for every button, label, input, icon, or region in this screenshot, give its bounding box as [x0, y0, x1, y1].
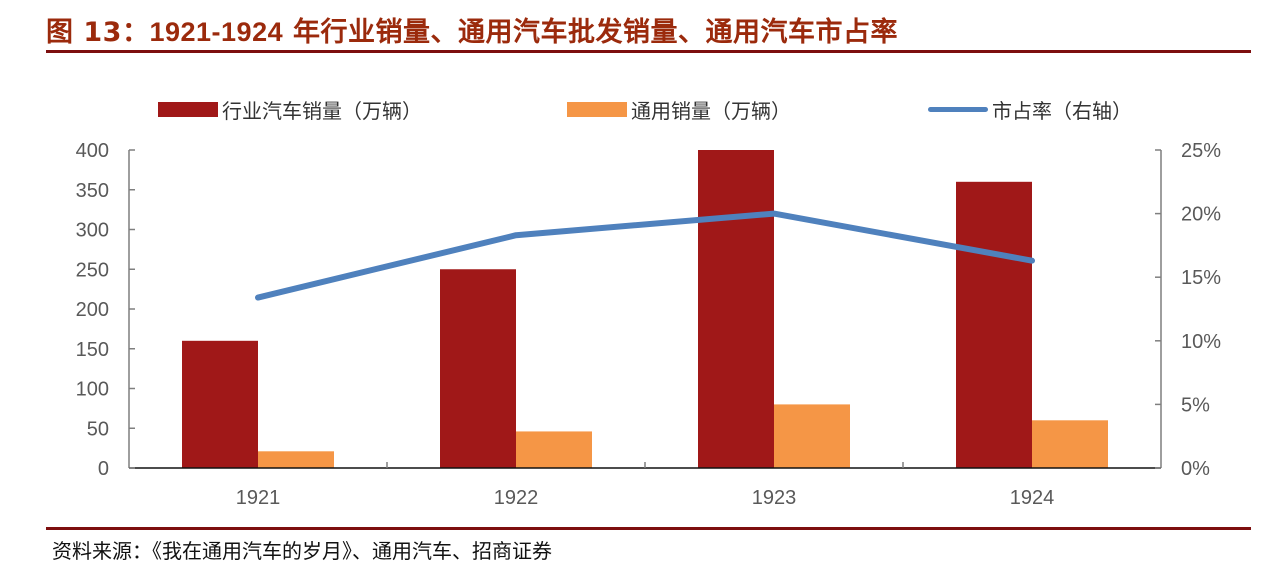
legend-swatch-gm	[567, 101, 627, 117]
legend-label-share: 市占率（右轴）	[992, 98, 1132, 123]
source-note: 资料来源：《我在通用汽车的岁月》、通用汽车、招商证券	[52, 539, 552, 563]
title-years: 1921-1924	[149, 17, 284, 47]
legend-item-share: 市占率（右轴）	[928, 95, 1132, 123]
x-axis-label: 1924	[1010, 487, 1055, 509]
legend-label-gm: 通用销量（万辆）	[631, 98, 791, 123]
industry-sales-bar	[440, 269, 516, 468]
right-axis-label: 20%	[1181, 204, 1221, 226]
legend-line-share	[928, 106, 988, 112]
left-axis-label: 400	[76, 140, 109, 162]
left-axis-label: 150	[76, 339, 109, 361]
figure-title: 图 13：1921-1924 年行业销量、通用汽车批发销量、通用汽车市占率	[46, 10, 898, 49]
industry-sales-bar	[182, 340, 258, 468]
footer-divider	[46, 527, 1251, 530]
x-axis-label: 1921	[236, 487, 281, 509]
legend-item-gm: 通用销量（万辆）	[567, 95, 791, 123]
left-axis-label: 100	[76, 379, 109, 401]
gm-sales-bar	[1032, 420, 1108, 468]
left-axis-ticks: 0 50 100 150 200 250 300 350 400	[76, 140, 135, 480]
right-axis-ticks: 0% 5% 10% 15% 20% 25%	[1155, 140, 1221, 480]
bar-group	[182, 150, 1108, 469]
gm-sales-bar	[516, 431, 592, 468]
left-axis-label: 50	[87, 418, 109, 440]
figure-label: 图 13：	[46, 17, 150, 48]
right-axis-label: 5%	[1181, 394, 1210, 416]
gm-sales-bar	[258, 451, 334, 468]
left-axis-label: 350	[76, 180, 109, 202]
legend-label-industry: 行业汽车销量（万辆）	[222, 98, 422, 123]
right-axis-label: 10%	[1181, 331, 1221, 353]
left-axis-label: 200	[76, 299, 109, 321]
right-axis-label: 25%	[1181, 140, 1221, 162]
x-axis-ticks: 1921 1922 1923 1924	[236, 462, 1055, 509]
industry-sales-bar	[698, 150, 774, 468]
left-axis-label: 0	[98, 458, 109, 480]
title-divider	[46, 50, 1251, 53]
industry-sales-bar	[956, 181, 1032, 469]
title-text: 年行业销量、通用汽车批发销量、通用汽车市占率	[283, 17, 899, 48]
right-axis-label: 0%	[1181, 458, 1210, 480]
market-share-line	[255, 210, 1035, 301]
x-axis-label: 1922	[494, 487, 539, 509]
left-axis-label: 250	[76, 259, 109, 281]
x-axis-label: 1923	[752, 487, 797, 509]
right-axis-label: 15%	[1181, 267, 1221, 289]
chart-legend: 行业汽车销量（万辆） 通用销量（万辆） 市占率（右轴）	[0, 95, 1277, 123]
legend-swatch-industry	[158, 101, 218, 117]
gm-sales-bar	[774, 404, 850, 468]
legend-item-industry: 行业汽车销量（万辆）	[158, 95, 422, 123]
left-axis-label: 300	[76, 220, 109, 242]
